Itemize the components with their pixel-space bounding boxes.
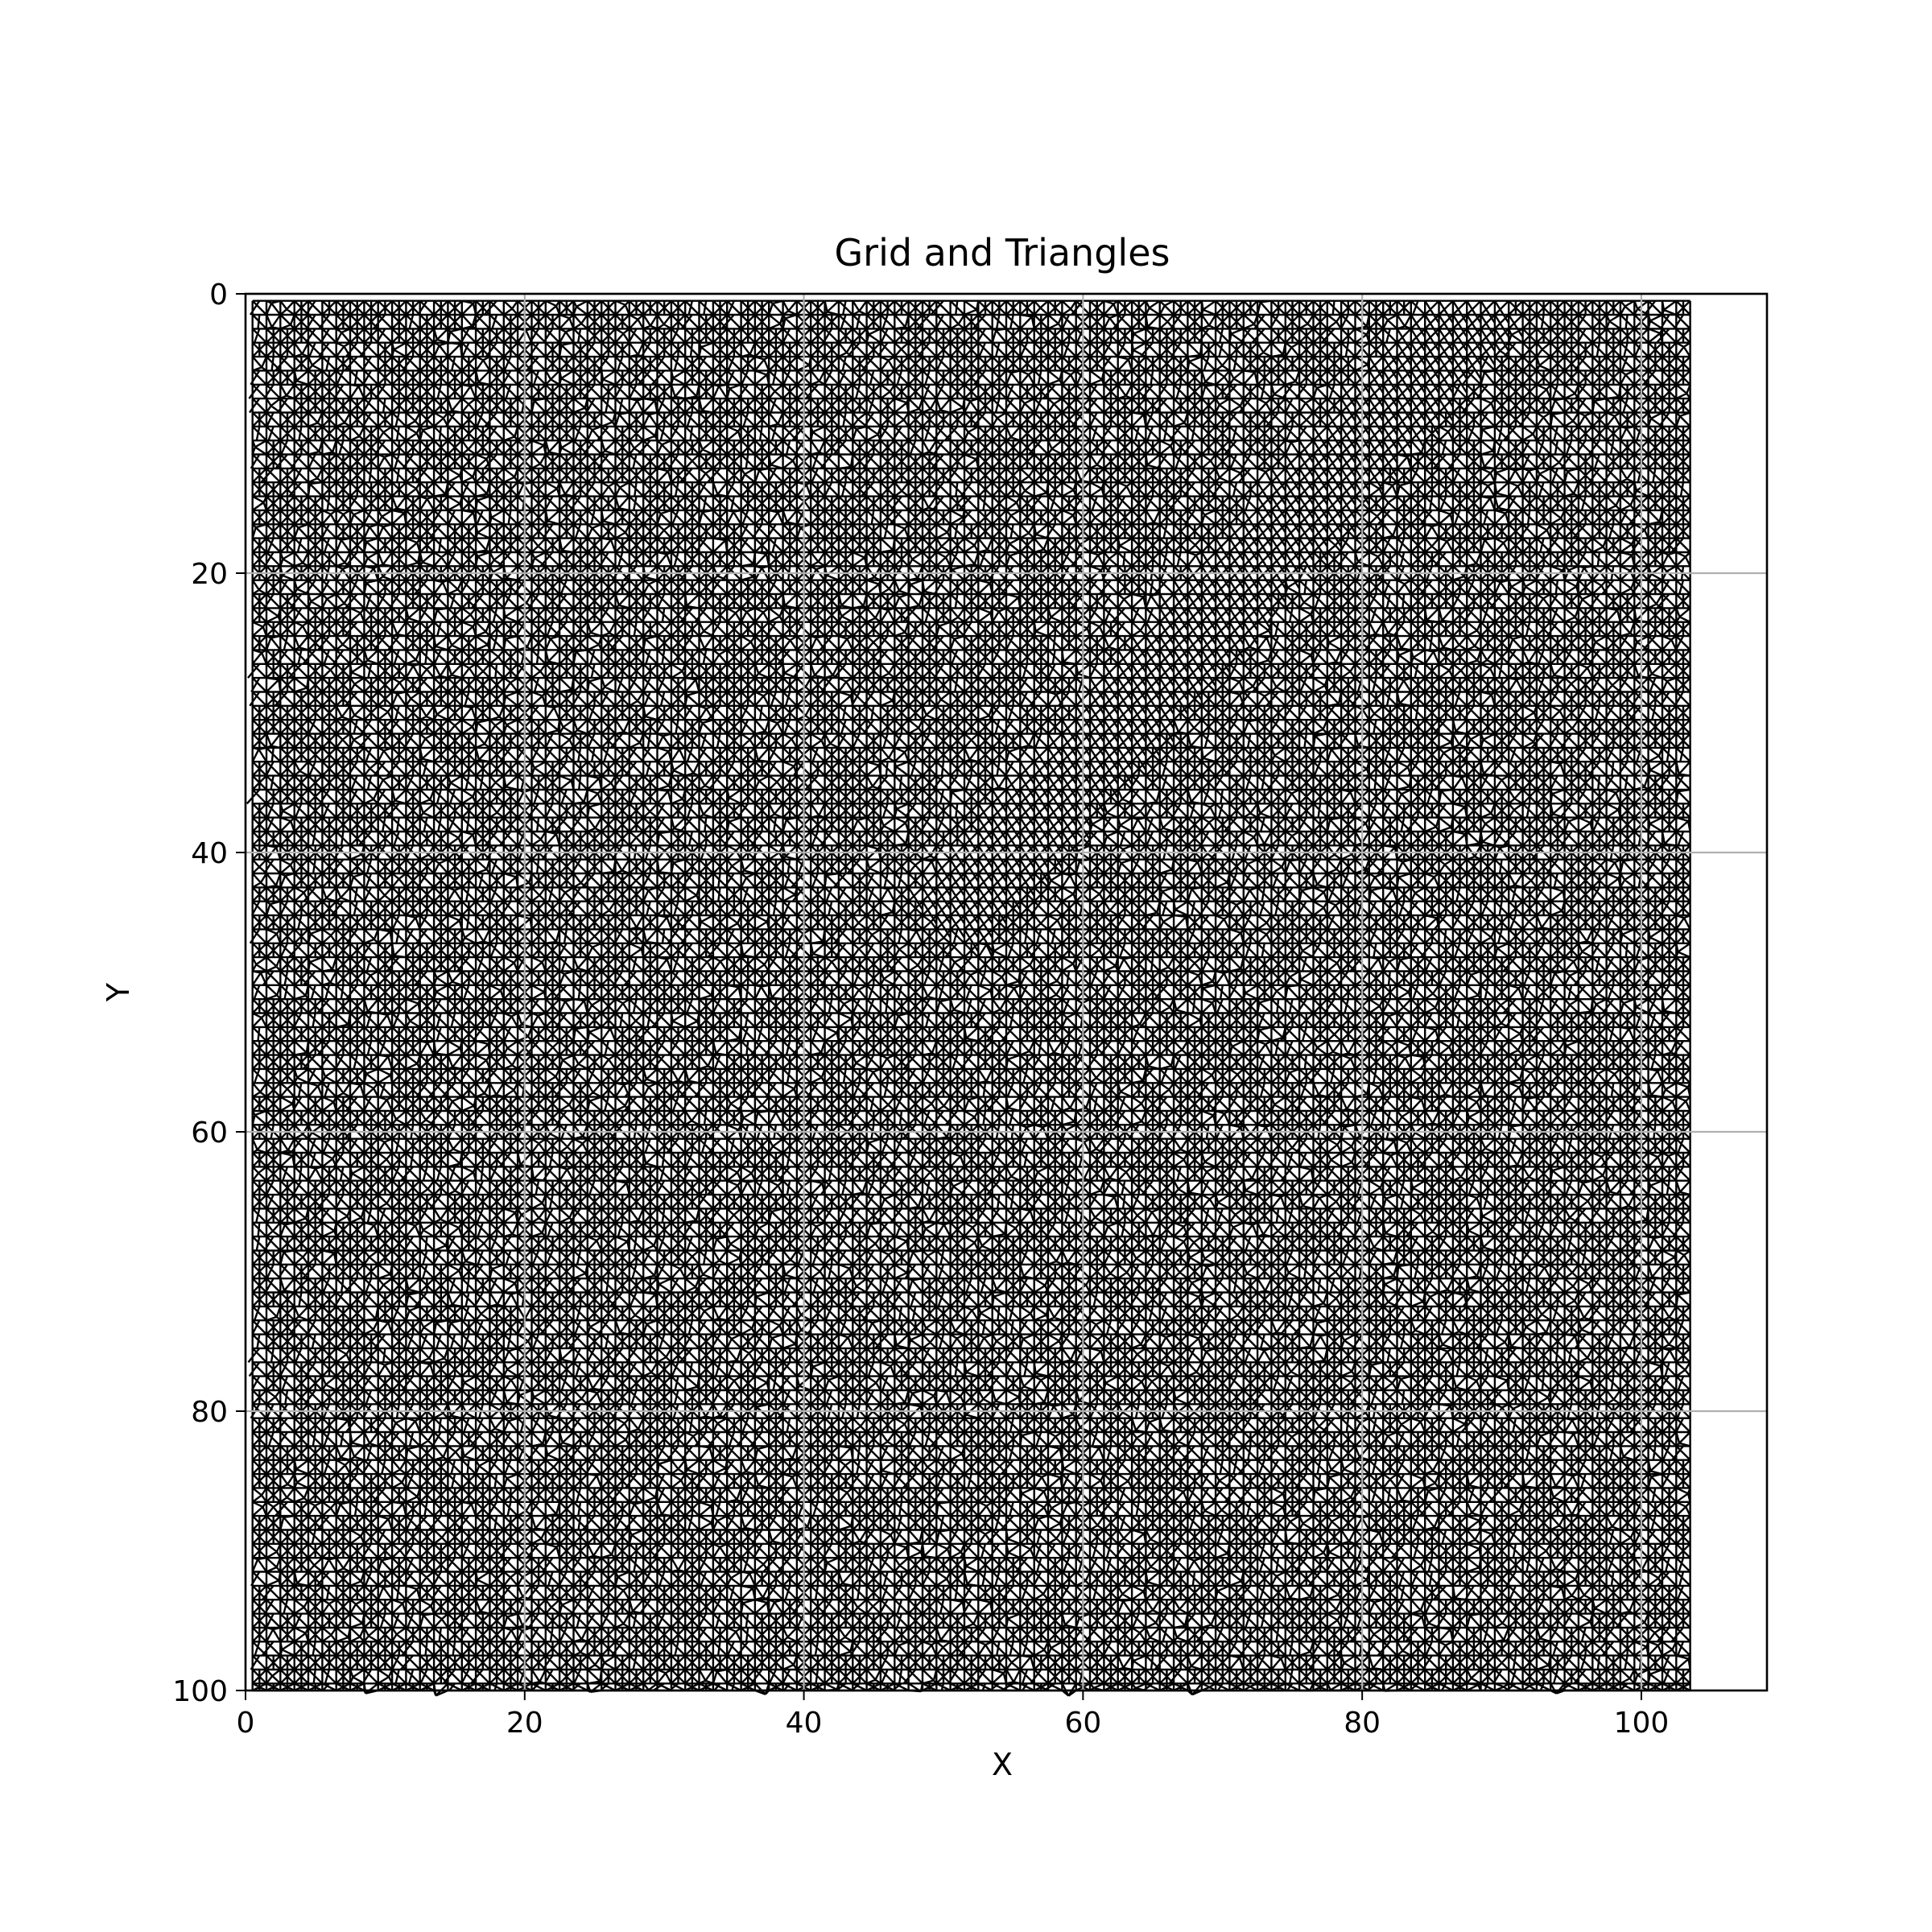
x-tick-label: 20 xyxy=(506,1707,543,1740)
axes-frame xyxy=(244,292,1769,1692)
chart-title: Grid and Triangles xyxy=(835,231,1170,275)
x-tick-label: 0 xyxy=(237,1707,255,1740)
axis-ticks: 0 20 40 60 80 100 0 20 40 60 80 100 xyxy=(172,279,1669,1740)
x-tick-label: 80 xyxy=(1344,1707,1381,1740)
mesh-edges xyxy=(920,299,1050,1692)
mesh-edges xyxy=(693,299,826,1695)
x-tick-label: 60 xyxy=(1064,1707,1101,1740)
mesh-edges xyxy=(1377,299,1510,1692)
mesh-edges xyxy=(1488,299,1622,1695)
mesh-edges xyxy=(1142,299,1286,1696)
mesh-edges xyxy=(246,299,379,1692)
y-tick-label: 60 xyxy=(191,1117,228,1150)
y-tick-label: 20 xyxy=(191,558,228,591)
y-tick-label: 80 xyxy=(191,1396,228,1429)
y-axis-label: Y xyxy=(101,982,136,1002)
mesh-edges xyxy=(357,299,491,1697)
y-tick-label: 0 xyxy=(209,279,228,312)
triangle-mesh xyxy=(246,299,1691,1697)
x-tick-label: 40 xyxy=(786,1707,823,1740)
y-tick-label: 40 xyxy=(191,837,228,870)
mesh-edges xyxy=(804,299,938,1693)
x-tick-label: 100 xyxy=(1614,1707,1670,1740)
mesh-edges xyxy=(581,299,714,1693)
y-tick-label: 100 xyxy=(172,1675,228,1708)
x-axis-label: X xyxy=(992,1747,1013,1782)
